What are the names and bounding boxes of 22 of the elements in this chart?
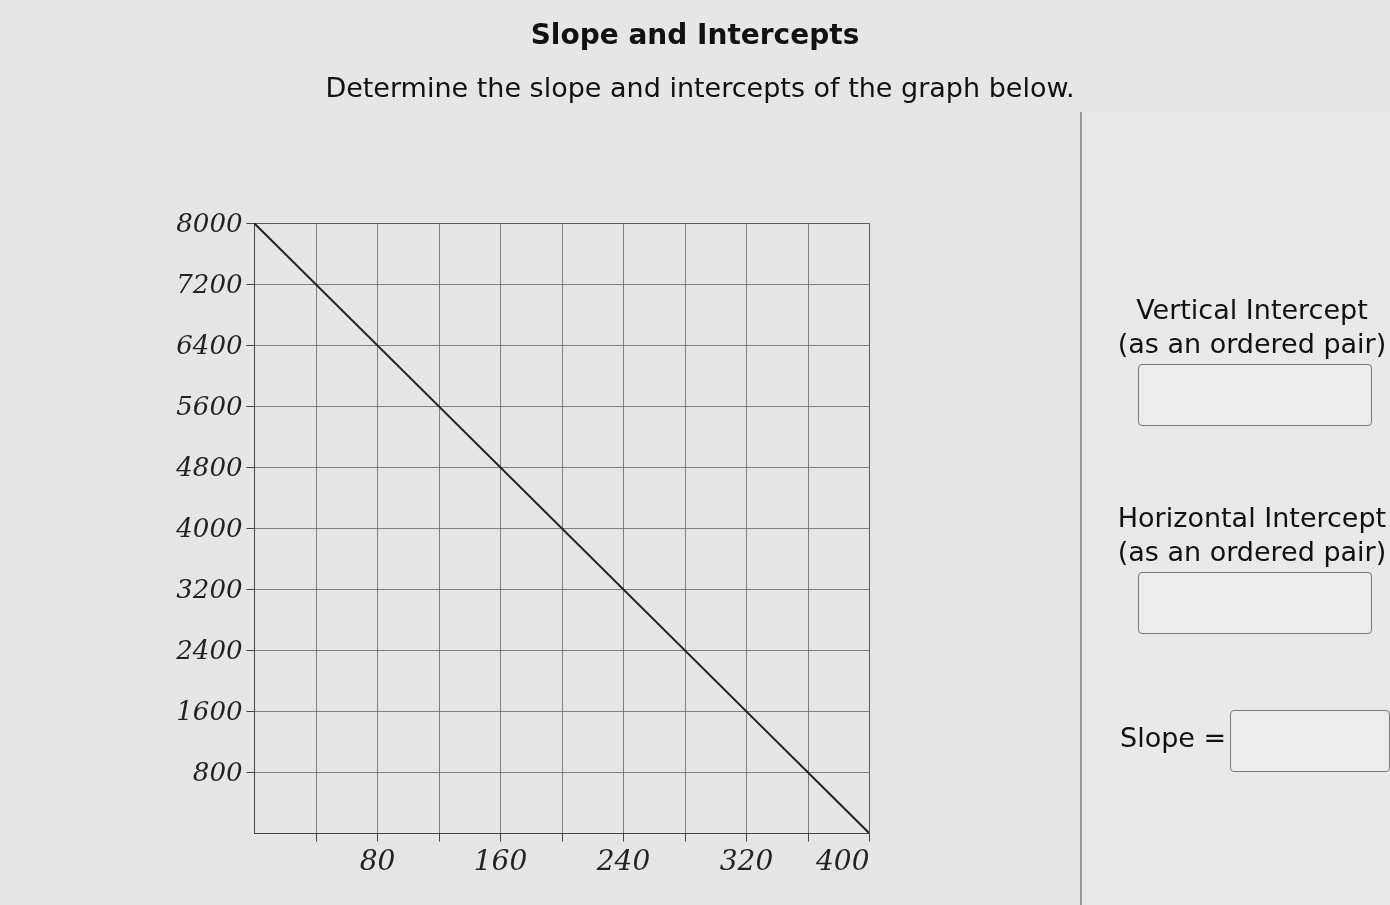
y-tick-label: 4800 xyxy=(175,451,243,482)
text: Vertical Intercept xyxy=(1135,294,1369,325)
y-tick-label: 2400 xyxy=(175,634,243,665)
x-tick-label: 160 xyxy=(473,843,528,877)
y-tick-label: 8000 xyxy=(176,207,243,238)
text: (as an ordered pair) xyxy=(1116,536,1388,567)
x-tick-label: 240 xyxy=(595,843,651,877)
text: Horizontal Intercept xyxy=(1116,502,1388,533)
x-tick-label: 80 xyxy=(359,843,396,877)
y-tick-label: 800 xyxy=(192,756,243,787)
text: Slope = xyxy=(1120,722,1227,753)
y-tick-label: 6400 xyxy=(176,329,243,360)
chart-subtitle: Determine the slope and intercepts of the graph below. xyxy=(324,72,1076,103)
y-tick-label: 7200 xyxy=(176,268,243,299)
y-tick-label: 5600 xyxy=(176,390,243,421)
y-tick-label: 1600 xyxy=(176,695,243,726)
text: (as an ordered pair) xyxy=(1116,328,1388,359)
x-tick-label: 400 xyxy=(815,843,870,877)
chart-title: Slope and Intercepts xyxy=(529,18,861,51)
y-tick-label: 4000 xyxy=(175,512,243,543)
y-tick-label: 3200 xyxy=(176,573,243,604)
x-tick-label: 320 xyxy=(719,843,774,877)
